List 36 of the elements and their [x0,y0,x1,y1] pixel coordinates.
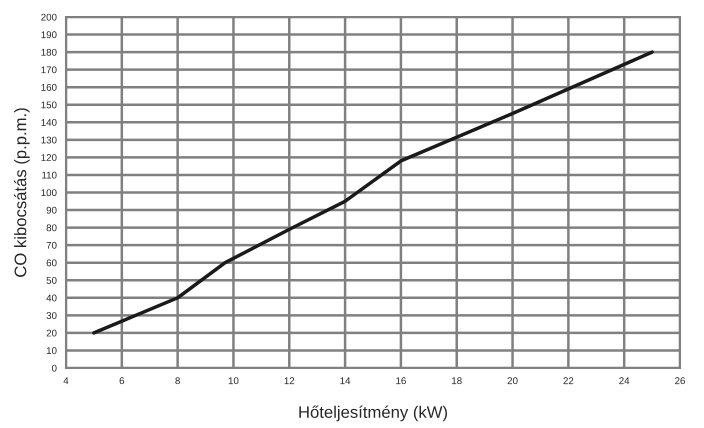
y-tick-label: 110 [42,172,57,179]
y-tick-label: 130 [41,136,57,144]
x-tick-label: 16 [396,377,406,384]
x-tick-label: 22 [563,377,574,384]
y-tick-label: 100 [41,189,57,196]
x-tick-label: 14 [340,377,350,384]
y-tick-label: 200 [41,14,57,21]
x-tick-label: 18 [452,377,462,384]
x-tick-label: 26 [675,377,685,384]
x-tick-label: 20 [508,377,518,384]
y-tick-label: 50 [46,276,57,284]
x-tick-label: 24 [619,377,630,384]
y-tick-label: 40 [46,294,57,302]
y-tick-label: 190 [41,31,57,38]
y-tick-label: 0 [52,364,57,372]
y-tick-label: 60 [46,259,57,266]
line-series [92,50,654,335]
y-tick-label: 10 [46,347,57,354]
x-tick-label: 8 [175,377,180,384]
y-tick-label: 150 [41,101,57,108]
y-tick-label: 140 [41,119,57,126]
y-tick-label: 90 [46,206,57,214]
x-axis-title: Hőteljesítmény (kW) [299,406,447,422]
y-tick-label: 160 [41,84,57,91]
y-tick-label: 120 [41,154,57,162]
y-tick-label: 30 [46,312,57,319]
y-tick-label: 20 [46,330,57,337]
x-tick-label: 12 [284,377,294,384]
x-tick-label: 10 [228,377,238,384]
y-tick-label: 70 [46,242,57,249]
y-axis-title: CO kibocsátás (p.p.m.) [14,108,30,277]
y-tick-label: 170 [41,66,57,74]
x-tick-label: 4 [64,377,68,384]
x-tick-label: 6 [120,377,124,384]
y-tick-label: 180 [41,48,57,56]
y-tick-label: 80 [46,224,57,232]
